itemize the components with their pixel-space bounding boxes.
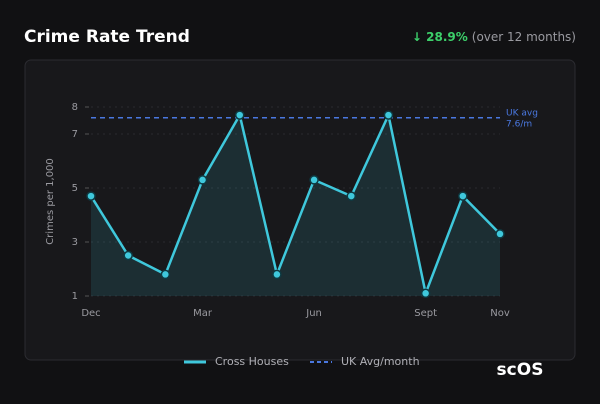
point xyxy=(123,250,133,261)
change-value: ↓ 28.9% xyxy=(412,30,468,44)
point xyxy=(272,269,282,280)
point xyxy=(86,191,96,201)
line xyxy=(89,113,501,295)
point xyxy=(495,229,505,239)
y-tick-label: 5 xyxy=(72,183,78,194)
legend-label: Cross Houses xyxy=(215,355,289,368)
y-tick-label: 7 xyxy=(72,129,78,140)
point xyxy=(309,175,319,185)
y-axis-label: Crimes per 1,000 xyxy=(45,158,56,245)
y-tick-label: 8 xyxy=(72,102,78,113)
x-tick-label: Jun xyxy=(305,308,322,319)
x-tick-label: Sept xyxy=(414,308,437,319)
y-tick-label: 1 xyxy=(72,291,78,302)
point xyxy=(197,175,208,185)
point xyxy=(420,288,431,299)
reference-label: 7.6/m xyxy=(506,119,532,129)
x-tick-label: Nov xyxy=(490,308,510,319)
point xyxy=(160,269,171,280)
x-tick-label: Dec xyxy=(81,308,100,319)
x-tick-label: Mar xyxy=(193,308,213,319)
change-note: (over 12 months) xyxy=(472,30,576,44)
title: Crime Rate Trend xyxy=(24,27,190,47)
legend-label: UK Avg/month xyxy=(341,355,420,368)
y-tick-label: 3 xyxy=(72,237,78,248)
reference-label: UK avg xyxy=(506,108,538,118)
chart-card xyxy=(24,59,576,361)
point xyxy=(383,110,394,120)
change-summary: ↓ 28.9% (over 12 months) xyxy=(412,30,576,44)
logo: scOS xyxy=(497,360,544,380)
point xyxy=(234,110,245,120)
point xyxy=(458,191,468,201)
point xyxy=(346,191,357,201)
